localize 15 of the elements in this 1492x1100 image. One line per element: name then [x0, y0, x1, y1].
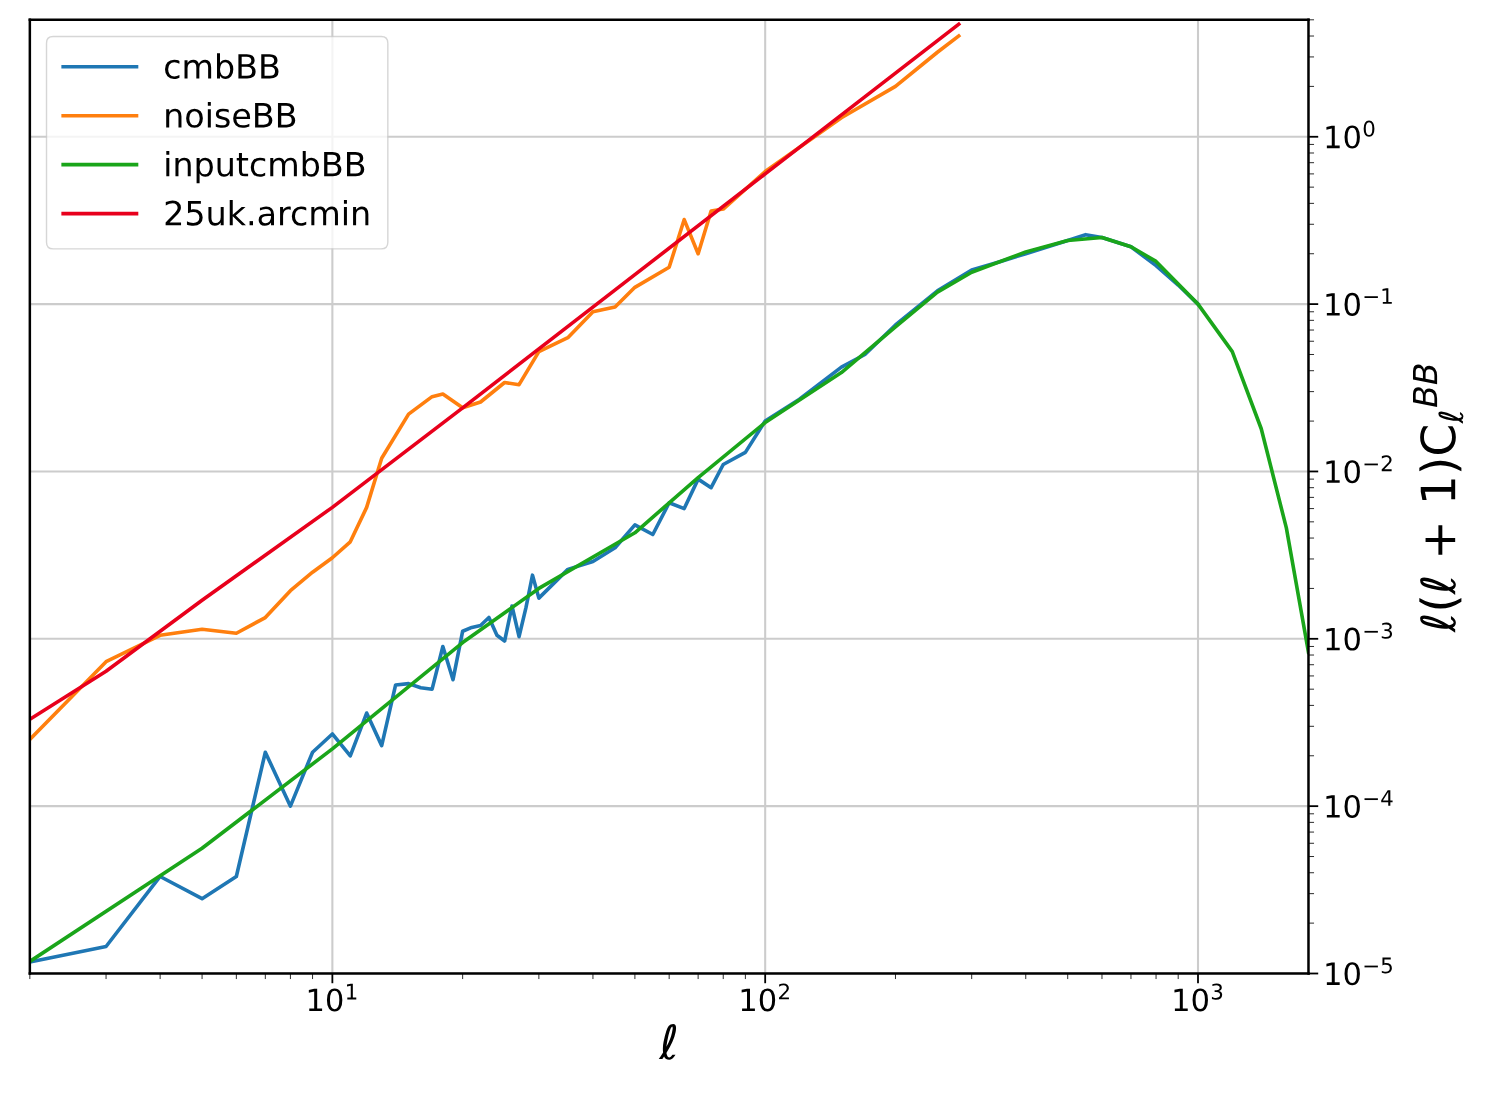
y-tick-label: 10$^{−2}$: [1326, 455, 1392, 484]
legend-label: inputcmbBB: [166, 150, 365, 184]
legend-label: noiseBB: [166, 102, 296, 128]
legend-label: 25uk.arcmin: [165, 199, 369, 226]
y-tick-label: 10$^{−1}$: [1326, 288, 1392, 316]
y-tick-label: 10$^{−4}$: [1326, 790, 1393, 818]
x-tick-label: 10$^{2}$: [741, 983, 789, 1012]
x-tick-label: 10$^{3}$: [1174, 983, 1223, 1012]
y-tick-label: 10$^{−3}$: [1326, 622, 1393, 651]
x-tick-label: 10$^{1}$: [308, 983, 357, 1012]
y-tick-label: 10$^{0}$: [1326, 120, 1375, 149]
x-axis-title: ℓ: [658, 1024, 677, 1060]
y-axis-title: ℓ(ℓ + 1)C$_{ℓ}$$^{BB}$: [1413, 364, 1464, 633]
y-tick-label: 10$^{−5}$: [1326, 957, 1392, 986]
legend-label: cmbBB: [165, 53, 279, 79]
